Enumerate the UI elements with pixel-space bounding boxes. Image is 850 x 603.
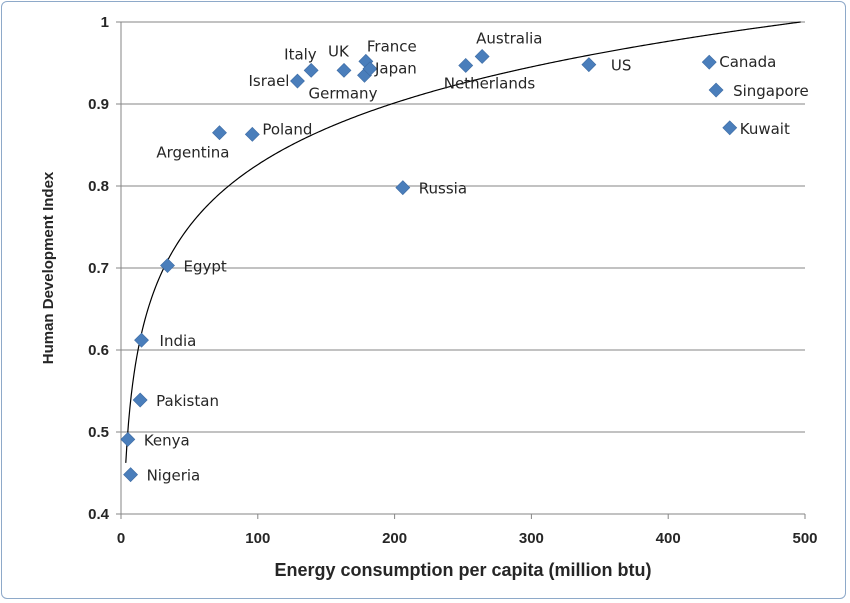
trend-curve <box>125 21 801 463</box>
point-marker <box>336 62 352 78</box>
point-label: Nigeria <box>147 467 201 485</box>
y-tick-label: 0.9 <box>88 96 109 113</box>
x-axis-title: Energy consumption per capita (million b… <box>274 560 651 580</box>
x-tick-label: 200 <box>382 530 407 547</box>
point-marker <box>581 57 597 73</box>
x-tick-label: 300 <box>519 530 544 547</box>
point-marker <box>120 431 136 447</box>
point-marker <box>212 125 227 141</box>
point-label: Canada <box>719 53 776 71</box>
point-marker <box>303 62 319 78</box>
point-label: Germany <box>309 84 378 102</box>
point-label: Kenya <box>144 431 190 449</box>
point-marker <box>395 180 411 196</box>
point-label: Australia <box>476 29 542 47</box>
point-marker <box>362 61 378 77</box>
x-tick-label: 400 <box>656 530 681 547</box>
point-marker <box>701 54 717 70</box>
tick-labels: 0.4 0.5 0.6 0.7 0.8 0.9 1 0 100 200 300 400 500 <box>88 14 817 547</box>
point-marker <box>132 392 148 408</box>
point-label: Pakistan <box>156 392 219 410</box>
x-tick-label: 500 <box>792 530 817 547</box>
point-label: Poland <box>262 120 312 138</box>
x-tick-label: 0 <box>117 530 125 547</box>
x-tick-label: 100 <box>245 530 270 547</box>
point-label: UK <box>328 42 350 60</box>
y-tick-label: 0.8 <box>88 178 109 195</box>
point-marker <box>458 58 474 73</box>
point-label: India <box>160 332 197 350</box>
point-marker <box>474 49 490 64</box>
point-label: Egypt <box>184 258 227 276</box>
y-tick-label: 0.4 <box>88 506 110 523</box>
point-marker <box>290 73 305 89</box>
point-marker <box>134 332 149 348</box>
point-label: Argentina <box>156 144 229 162</box>
point-marker <box>123 467 139 483</box>
point-label: Singapore <box>733 82 809 100</box>
point-marker <box>708 82 724 98</box>
point-marker <box>244 126 260 142</box>
y-tick-label: 0.7 <box>88 260 109 277</box>
point-label: Japan <box>374 60 417 78</box>
point-label: US <box>611 57 632 75</box>
point-label: France <box>367 37 417 55</box>
point-label: Italy <box>284 45 317 63</box>
y-tick-label: 0.5 <box>88 424 109 441</box>
point-label: Netherlands <box>444 74 536 92</box>
axes <box>116 21 806 519</box>
point-marker <box>722 120 738 136</box>
y-tick-label: 0.6 <box>88 342 109 359</box>
point-label: Kuwait <box>740 120 790 138</box>
gridlines <box>121 21 805 433</box>
data-points <box>120 49 738 483</box>
point-label: Russia <box>419 180 467 198</box>
point-labels: Nigeria Kenya Pakistan India Egypt Argentina P… <box>144 29 809 484</box>
point-marker <box>160 258 175 273</box>
point-label: Israel <box>248 72 289 90</box>
y-tick-label: 1 <box>101 14 109 31</box>
y-axis-title: Human Development Index <box>40 171 57 364</box>
